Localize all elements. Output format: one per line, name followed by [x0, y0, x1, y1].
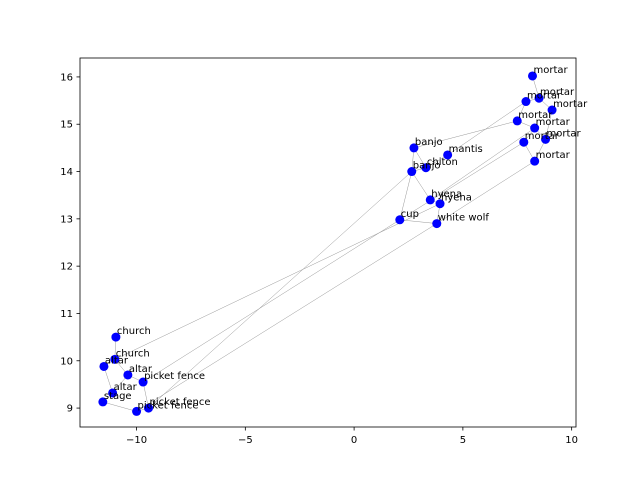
data-point-13: [425, 195, 435, 205]
data-point-4: [512, 116, 522, 126]
data-point-25: [132, 406, 142, 416]
point-label-3: mortar: [553, 99, 588, 110]
y-tick-label-7: 16: [60, 72, 73, 83]
edge-34: [142, 219, 400, 383]
data-point-24: [144, 403, 154, 413]
point-label-25: picket fence: [138, 400, 199, 411]
data-point-19: [99, 361, 109, 371]
point-label-14: hyena: [441, 193, 472, 204]
point-label-21: picket fence: [144, 371, 205, 382]
point-label-16: white wolf: [438, 213, 490, 224]
data-point-20: [123, 370, 133, 380]
point-label-20: altar: [129, 364, 153, 375]
point-label-22: altar: [114, 382, 138, 393]
labels-layer: mortarmortarmortarmortarmortarmortarmort…: [104, 65, 588, 411]
data-point-12: [407, 167, 417, 177]
points-layer: [98, 71, 557, 416]
point-label-12: banjo: [413, 161, 441, 172]
edge-20: [413, 120, 518, 149]
edge-19: [447, 101, 527, 156]
data-point-5: [530, 123, 540, 133]
edge-15: [399, 171, 412, 220]
point-label-19: altar: [105, 355, 129, 366]
data-point-18: [110, 354, 120, 364]
edge-17: [399, 219, 437, 224]
y-tick-label-0: 9: [67, 404, 73, 415]
edge-21: [430, 127, 535, 201]
data-point-2: [521, 97, 531, 107]
x-tick-label-2: 0: [351, 435, 357, 446]
point-label-9: banjo: [415, 137, 443, 148]
y-tick-label-6: 15: [60, 120, 73, 131]
x-tick-label-4: 10: [565, 435, 578, 446]
data-point-23: [98, 397, 108, 407]
data-point-7: [519, 137, 529, 147]
edge-37: [136, 223, 437, 412]
data-point-9: [409, 143, 419, 153]
data-point-15: [395, 215, 405, 225]
point-label-10: mantis: [449, 144, 483, 155]
x-tick-label-1: −5: [238, 435, 253, 446]
data-point-10: [443, 150, 453, 160]
data-point-22: [108, 388, 118, 398]
data-point-21: [138, 377, 148, 387]
data-point-6: [541, 134, 551, 144]
point-label-17: church: [117, 326, 151, 337]
y-tick-label-1: 10: [60, 356, 73, 367]
data-point-16: [432, 219, 442, 229]
edge-36: [114, 203, 441, 360]
point-label-6: mortar: [547, 128, 582, 139]
edge-22: [436, 160, 535, 224]
data-point-1: [534, 93, 544, 103]
point-label-8: mortar: [536, 150, 571, 161]
data-point-8: [530, 156, 540, 166]
point-label-11: chiton: [427, 157, 458, 168]
point-label-7: mortar: [525, 131, 560, 142]
data-point-11: [421, 163, 431, 173]
y-tick-label-5: 14: [60, 167, 73, 178]
edge-30: [102, 401, 137, 412]
y-tick-label-2: 11: [60, 309, 73, 320]
axes-frame: [79, 57, 577, 428]
data-point-0: [527, 71, 537, 81]
axes-layer: −10 −5 0 5 10 9 10 11 12 13 14 15 16: [60, 57, 578, 446]
point-label-4: mortar: [518, 110, 553, 121]
edge-35: [148, 171, 412, 409]
point-label-1: mortar: [540, 87, 575, 98]
point-label-24: picket fence: [150, 397, 211, 408]
x-tick-label-0: −10: [126, 435, 147, 446]
point-label-2: mortar: [527, 91, 562, 102]
edge-4: [545, 109, 553, 140]
x-tick-label-3: 5: [460, 435, 466, 446]
data-point-3: [547, 105, 557, 115]
data-point-17: [111, 332, 121, 342]
y-tick-label-4: 13: [60, 214, 73, 225]
point-label-18: church: [116, 348, 150, 359]
point-label-13: hyena: [431, 189, 462, 200]
edge-27: [103, 366, 113, 394]
edge-23: [399, 141, 524, 221]
y-tick-label-3: 12: [60, 262, 73, 273]
edge-13: [411, 171, 431, 201]
point-label-0: mortar: [533, 65, 568, 76]
data-point-14: [435, 199, 445, 209]
point-label-15: cup: [401, 209, 419, 220]
point-label-5: mortar: [536, 117, 571, 128]
point-label-23: stage: [104, 391, 132, 402]
